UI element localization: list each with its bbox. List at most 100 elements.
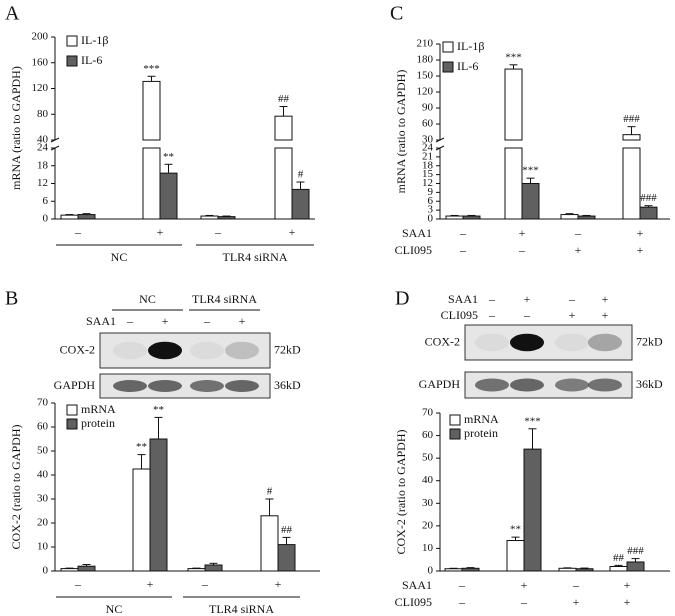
y-tick-label: 60	[37, 421, 49, 433]
blot-condition-sign: –	[488, 308, 496, 322]
bar	[575, 568, 594, 572]
blot-band	[148, 380, 182, 392]
condition-sign: +	[573, 595, 580, 609]
group-label: TLR4 siRNA	[222, 250, 287, 264]
y-tick-label: 24	[422, 142, 434, 154]
bar	[622, 147, 641, 220]
y-tick-label: 50	[422, 452, 434, 464]
legend-label: IL-6	[457, 59, 478, 73]
bar	[622, 134, 641, 141]
blot-band-size: 36kD	[636, 377, 663, 391]
y-tick-label: 40	[37, 134, 49, 146]
bar	[274, 115, 293, 141]
condition-sign: +	[624, 578, 631, 592]
y-tick-label: 6	[428, 195, 434, 207]
y-tick-label: 80	[37, 108, 49, 120]
y-tick-label: 180	[417, 54, 434, 66]
blot-band	[475, 333, 509, 352]
legend-label: mRNA	[464, 412, 499, 426]
condition-sign: –	[458, 595, 466, 609]
x-tick-label: –	[201, 577, 209, 591]
bar	[558, 567, 577, 572]
blot-band-size: 72kD	[274, 342, 301, 356]
bar	[217, 216, 236, 220]
y-tick-label: 150	[417, 70, 434, 82]
legend-label: IL-6	[81, 53, 102, 67]
bar	[560, 214, 579, 220]
bar	[504, 147, 523, 220]
bar	[60, 568, 79, 572]
legend-swatch	[66, 55, 78, 67]
condition-name: SAA1	[402, 578, 432, 592]
x-tick-label: +	[275, 577, 282, 591]
condition-sign: –	[459, 243, 467, 257]
significance-label: #	[267, 486, 273, 498]
x-tick-label: +	[157, 225, 164, 239]
bar	[626, 561, 645, 572]
y-axis-label: mRNA (ratio to GAPDH)	[9, 66, 23, 190]
blot-band	[190, 380, 224, 392]
condition-sign: +	[637, 243, 644, 257]
bar	[77, 565, 96, 572]
y-tick-label: 18	[422, 159, 434, 171]
significance-label: **	[163, 151, 174, 163]
blot-band-name: GAPDH	[419, 377, 461, 391]
condition-sign: –	[572, 578, 580, 592]
bar	[77, 214, 96, 220]
y-tick-label: 120	[417, 86, 434, 98]
blot-band-size: 36kD	[274, 378, 301, 392]
blot-band	[113, 341, 147, 360]
blot-condition-sign: –	[488, 292, 496, 306]
bar	[260, 515, 279, 572]
bar	[521, 183, 540, 220]
blot-condition-sign: +	[602, 292, 609, 306]
bar	[577, 215, 596, 220]
blot-condition-name: SAA1	[86, 314, 116, 328]
blot-condition-sign: –	[126, 314, 134, 328]
significance-label: ##	[281, 524, 293, 536]
y-tick-label: 70	[37, 397, 49, 409]
y-tick-label: 30	[37, 493, 49, 505]
condition-sign: +	[624, 595, 631, 609]
significance-label: ***	[522, 165, 539, 177]
y-tick-label: 30	[422, 497, 434, 509]
legend-label: IL-1β	[457, 39, 484, 53]
blot-condition-sign: –	[568, 292, 576, 306]
y-tick-label: 200	[32, 31, 49, 43]
bar	[291, 188, 310, 220]
blot-band	[148, 341, 182, 360]
bar	[149, 438, 168, 572]
significance-label: **	[153, 404, 164, 416]
blot-band	[555, 333, 589, 352]
group-label: NC	[106, 602, 123, 616]
bar	[204, 564, 223, 572]
bar	[277, 544, 296, 572]
blot-band	[588, 378, 622, 392]
blot-band-name: COX-2	[60, 342, 95, 356]
x-tick-label: +	[147, 577, 154, 591]
significance-label: ***	[524, 415, 541, 427]
y-tick-label: 0	[428, 565, 434, 577]
condition-sign: –	[459, 226, 467, 240]
significance-label: **	[136, 441, 147, 453]
y-tick-label: 120	[32, 82, 49, 94]
y-tick-label: 70	[422, 407, 434, 419]
condition-sign: –	[458, 578, 466, 592]
bar	[142, 147, 161, 220]
blot-band-size: 72kD	[636, 334, 663, 348]
bar	[639, 206, 658, 220]
panel-label: B	[5, 288, 18, 310]
legend-label: protein	[81, 416, 115, 430]
group-label: NC	[111, 250, 128, 264]
legend-swatch	[442, 41, 454, 53]
y-axis-label: COX-2 (ratio to GAPDH)	[9, 425, 23, 550]
y-tick-label: 18	[37, 159, 49, 171]
x-tick-label: –	[74, 225, 82, 239]
y-tick-label: 21	[422, 150, 433, 162]
y-tick-label: 90	[422, 102, 434, 114]
y-tick-label: 40	[422, 474, 434, 486]
bar	[506, 540, 525, 572]
significance-label: ###	[627, 545, 644, 557]
condition-name: CLI095	[395, 243, 432, 257]
